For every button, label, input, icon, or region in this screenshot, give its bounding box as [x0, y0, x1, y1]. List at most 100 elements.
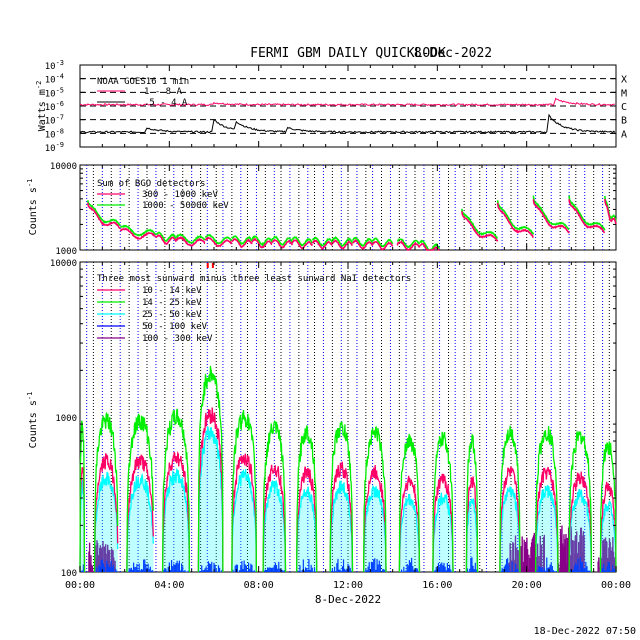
nai-25-50-fill [535, 485, 558, 572]
bgo-series-line [532, 199, 570, 234]
goes-legend-title: NOAA GOES16 1 min [97, 77, 189, 87]
nai-y-axis-label: Counts s-1 [26, 392, 39, 449]
flare-class-label: M [621, 88, 627, 99]
nai-y-tick-label: 10000 [50, 259, 77, 269]
flare-class-label: X [621, 75, 627, 86]
nai-14-25-line [568, 430, 593, 573]
nai-10-14-line [329, 461, 354, 573]
nai-25-50-line [398, 493, 421, 573]
nai-25-50-line [362, 484, 387, 573]
nai-legend-label: 50 - 100 keV [142, 322, 208, 332]
bgo-series-line [312, 236, 334, 247]
nai-14-25-line [197, 365, 224, 573]
nai-14-25-line [161, 408, 191, 573]
nai-25-50-fill [263, 480, 286, 572]
nai-25-50-fill [499, 486, 520, 572]
nai-25-50-line [262, 480, 287, 573]
footer-timestamp: 18-Dec-2022 07:50 [534, 626, 636, 637]
nai-10-14-line [568, 471, 593, 573]
nai-25-50-line [161, 467, 191, 573]
goes-y-tick-label: 10-9 [45, 141, 64, 154]
nai-10-14-line [465, 476, 479, 573]
bgo-series-line [496, 200, 535, 235]
nai-25-50-line [329, 480, 354, 573]
flare-class-label: A [621, 129, 627, 140]
nai-25-50-fill [600, 501, 616, 572]
bgo-series-line [204, 236, 233, 248]
bgo-series-line [87, 200, 121, 226]
bgo-series-line [568, 195, 606, 231]
bgo-series-line [396, 239, 421, 251]
bgo-legend-label: 1000 - 50000 keV [142, 201, 229, 211]
bgo-y-tick-label: 10000 [50, 162, 77, 172]
flare-class-label: B [621, 116, 627, 127]
bgo-series-line [271, 238, 293, 249]
nai-25-50-fill [162, 469, 190, 572]
nai-14-25-line [329, 421, 354, 573]
x-tick-label: 00:00 [601, 580, 631, 591]
bgo-series-line [311, 239, 333, 250]
nai-14-25-line [534, 426, 559, 573]
x-tick-label: 08:00 [244, 580, 274, 591]
bgo-series-line [119, 227, 157, 240]
bgo-series-line [372, 240, 394, 251]
nai-25-50-line [197, 426, 224, 573]
nai-14-25-line [93, 412, 119, 573]
nai-25-50-fill [466, 498, 478, 572]
bgo-series-line [204, 233, 233, 245]
goes-legend-label: .5 - 4 A [144, 98, 188, 108]
nai-10-14-line [126, 454, 154, 573]
nai-25-50-line [126, 472, 154, 573]
bgo-series-line [155, 231, 177, 242]
nai-14-25-line [465, 434, 479, 573]
bgo-series-line [251, 237, 273, 249]
bgo-legend-label: 300 - 1000 keV [142, 190, 218, 200]
nai-10-14-line [398, 475, 421, 573]
bgo-series-line [604, 198, 617, 225]
bgo-series-line [532, 195, 570, 231]
bgo-series-line [496, 202, 534, 239]
nai-25-50-fill [330, 480, 353, 572]
x-tick-label: 20:00 [512, 580, 542, 591]
bgo-series-line [291, 239, 314, 250]
goes-y-axis-label: Watts m-2 [35, 81, 48, 132]
nai-25-50-line [295, 486, 318, 573]
nai-25-50-line [93, 471, 119, 573]
goes-series-line [79, 113, 616, 134]
nai-10-14-line [499, 466, 521, 573]
nai-25-50-line [432, 492, 454, 573]
bgo-series-line [331, 239, 353, 250]
bgo-series-line [87, 202, 121, 229]
bgo-series-line [231, 237, 253, 249]
bgo-series-line [352, 239, 374, 250]
nai-14-25-line [362, 425, 387, 573]
goes-series-line [79, 97, 615, 107]
nai-14-25-line [262, 419, 287, 573]
nai-10-14-line [161, 450, 191, 573]
nai-legend-label: 10 - 14 keV [142, 286, 202, 296]
nai-legend-label: 25 - 50 keV [142, 310, 202, 320]
nai-25-50-fill [569, 489, 592, 572]
nai-legend-label: 100 - 300 keV [142, 334, 213, 344]
nai-legend-title: Three most sunward minus three least sun… [97, 274, 411, 284]
nai-25-50-line [599, 499, 617, 573]
bgo-series-line [251, 235, 273, 247]
nai-10-14-line [262, 464, 287, 573]
nai-14-25-line [499, 425, 521, 573]
nai-25-50-line [568, 488, 593, 573]
nai-legend-label: 14 - 25 keV [142, 298, 202, 308]
bgo-series-line [271, 235, 293, 246]
nai-25-50-line [231, 468, 258, 573]
bgo-series-line [352, 236, 374, 247]
nai-10-14-line [534, 466, 559, 573]
bgo-series-line [397, 238, 421, 249]
nai-14-25-line [231, 409, 258, 573]
bgo-y-axis-label: Counts s-1 [26, 179, 39, 236]
nai-25-50-fill [432, 492, 453, 572]
nai-y-tick-label: 100 [61, 569, 77, 579]
nai-10-14-line [432, 473, 454, 573]
nai-14-25-line [432, 431, 454, 573]
nai-14-25-line [295, 425, 318, 573]
x-tick-label: 12:00 [333, 580, 363, 591]
